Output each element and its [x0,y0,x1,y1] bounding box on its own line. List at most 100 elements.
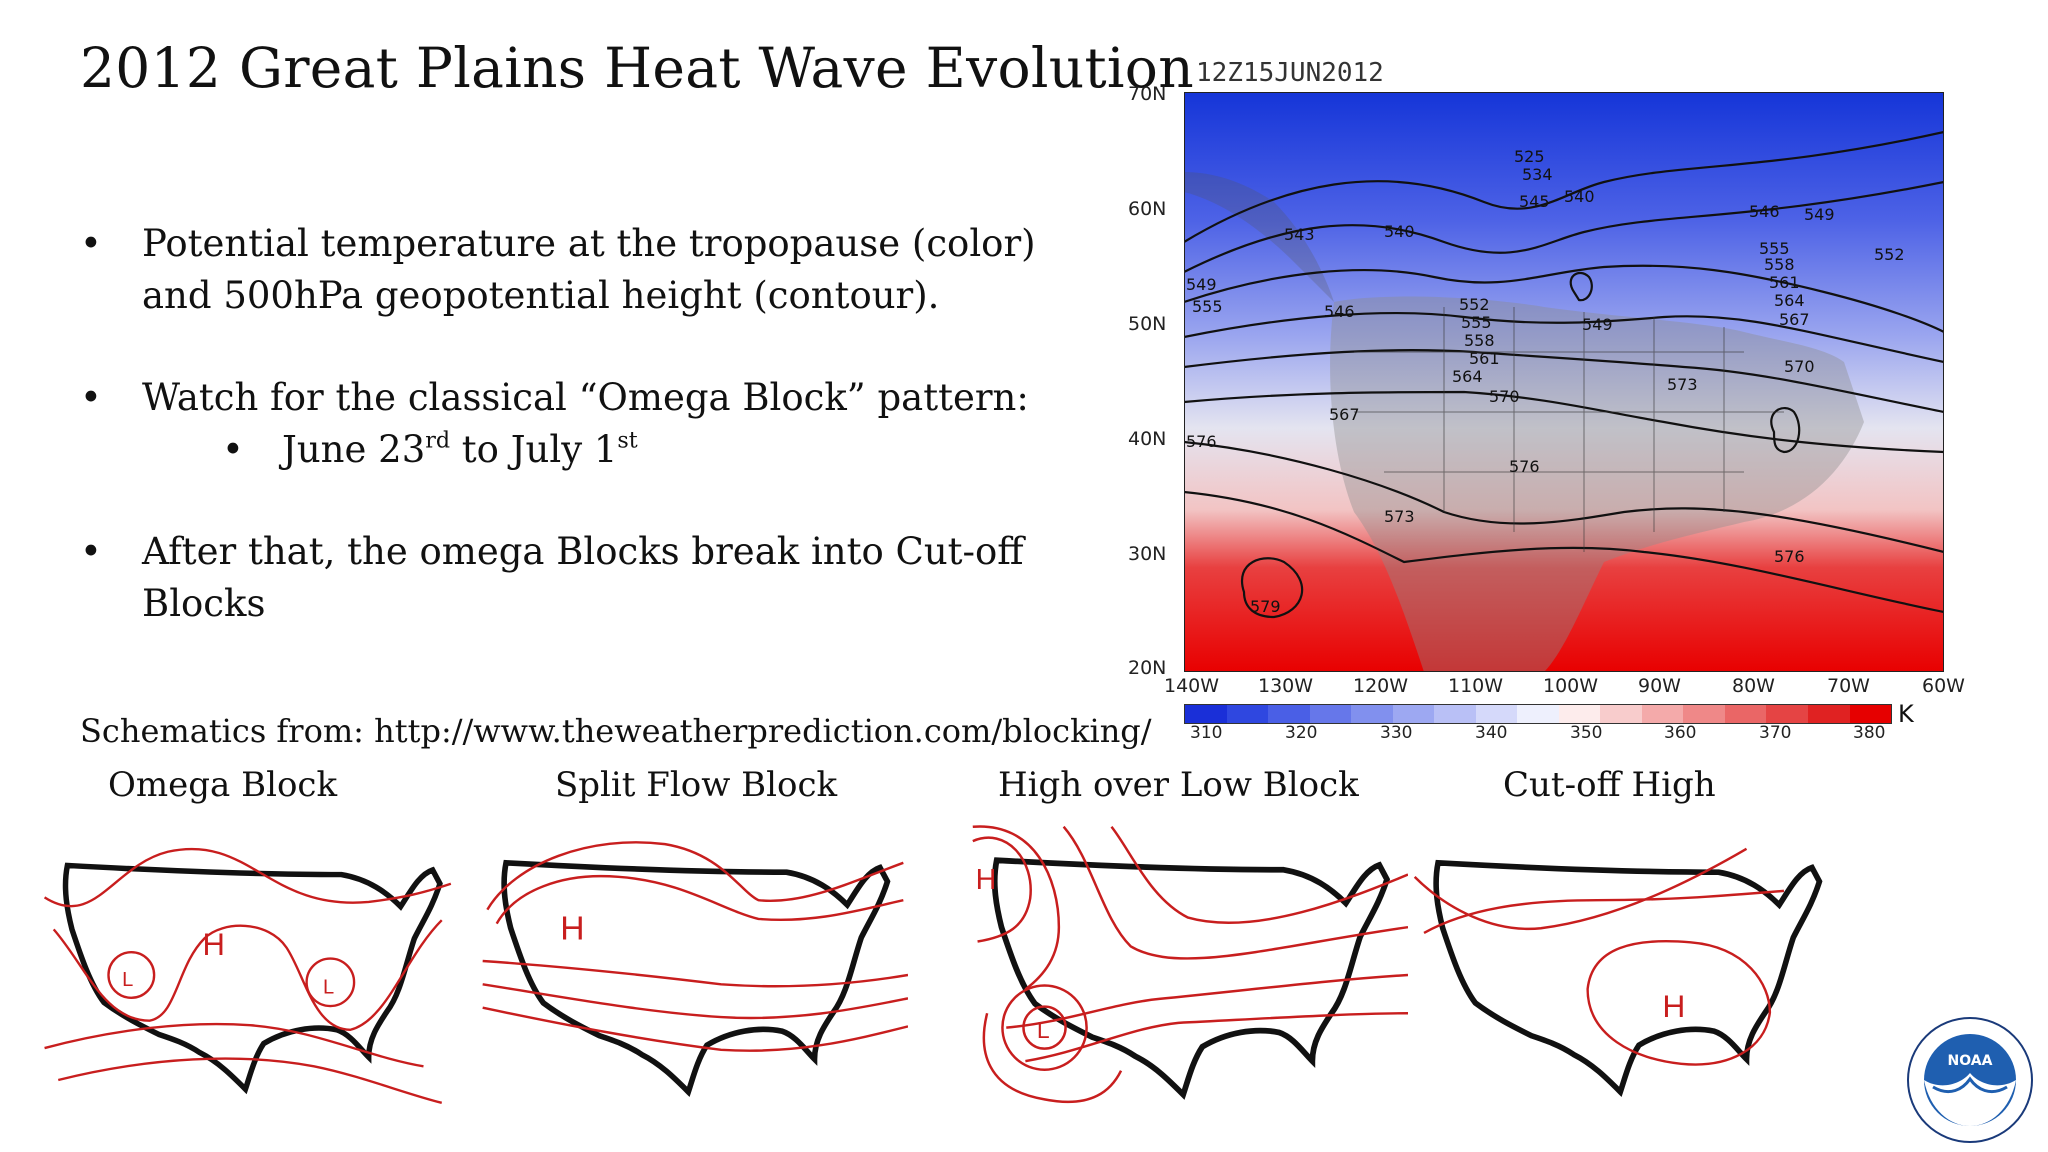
colorbar-label: 360 [1664,723,1697,743]
lat-label: 20N [1128,657,1167,679]
low-mark: L [1037,1017,1050,1043]
label-high-over-low-block: High over Low Block [998,765,1359,805]
bullet-omega-block: Watch for the classical “Omega Block” pa… [80,372,1060,476]
contour-label: 564 [1774,291,1805,310]
high-mark: H [1662,988,1685,1024]
date-start: June 23 [282,428,426,471]
lon-label: 70W [1827,675,1870,697]
contour-label: 552 [1459,295,1490,314]
colorbar-segment [1600,705,1642,723]
colorbar-label: 310 [1190,723,1223,743]
colorbar-segment [1641,705,1684,723]
contour-label: 545 [1519,192,1550,211]
contour-label: 534 [1522,165,1553,184]
lon-label: 90W [1638,675,1681,697]
slide-title: 2012 Great Plains Heat Wave Evolution [80,36,1194,100]
colorbar-segment [1309,705,1352,723]
contour-label: 546 [1749,202,1780,221]
lat-label: 70N [1128,83,1167,105]
contour-label: 540 [1564,187,1595,206]
schematics-source: Schematics from: http://www.theweatherpr… [80,712,1152,750]
lon-label: 80W [1732,675,1775,697]
noaa-logo-text: NOAA [1948,1053,1993,1069]
contour-label: 555 [1461,313,1492,332]
contour-label: 564 [1452,367,1483,386]
map-plot: 525 534 540 543 540 545 546 549 552 555 … [1184,92,1944,672]
low-mark: L [122,969,133,991]
lon-label: 100W [1543,675,1599,697]
colorbar-label: 340 [1475,723,1508,743]
colorbar-segment [1807,705,1850,723]
lon-label: 110W [1448,675,1504,697]
colorbar-label: 320 [1285,723,1318,743]
contour-label: 549 [1186,275,1217,294]
colorbar-segment [1434,705,1476,723]
map-timestamp: 12Z15JUN2012 [1196,58,1384,88]
contour-label: 552 [1874,245,1905,264]
lon-label: 140W [1164,675,1220,697]
omega-block-text: Watch for the classical “Omega Block” pa… [142,376,1029,419]
colorbar-segment [1849,705,1892,723]
contour-label: 570 [1489,387,1520,406]
contour-label: 570 [1784,357,1815,376]
bullet-list: Potential temperature at the tropopause … [80,218,1060,630]
colorbar-segment [1392,705,1435,723]
colorbar-segment [1185,705,1227,723]
colorbar-segment [1766,705,1808,723]
high-mark: H [203,927,225,962]
bullet-potential-temperature: Potential temperature at the tropopause … [80,218,1060,322]
colorbar-segment [1351,705,1393,723]
contour-label: 561 [1769,273,1800,292]
contour-label: 555 [1759,239,1790,258]
contour-label: 576 [1774,547,1805,566]
lat-label: 50N [1128,313,1167,335]
contour-label: 567 [1779,310,1810,329]
colorbar [1184,704,1892,724]
colorbar-segment [1724,705,1767,723]
schematic-split-flow-block: H [482,841,908,1135]
label-omega-block: Omega Block [108,765,338,805]
lon-label: 120W [1353,675,1409,697]
colorbar-label: 350 [1570,723,1603,743]
lat-label: 60N [1128,198,1167,220]
contour-label: 576 [1509,457,1540,476]
lat-label: 40N [1128,428,1167,450]
schematic-high-over-low-block: H L [972,825,1408,1104]
contour-label: 579 [1250,597,1281,616]
contour-label: 525 [1514,147,1545,166]
weather-map: 12Z15JUN2012 70N 60N 50N 40N 30N 20N [1120,50,1980,750]
contour-label: 561 [1469,349,1500,368]
contour-label: 549 [1582,315,1613,334]
colorbar-segment [1683,705,1725,723]
colorbar-segment [1226,705,1269,723]
contour-label: 555 [1192,297,1223,316]
lat-label: 30N [1128,543,1167,565]
contour-label: 576 [1186,432,1217,451]
contour-label: 558 [1464,331,1495,350]
lon-label: 60W [1922,675,1965,697]
high-mark: H [976,864,997,896]
contour-label: 540 [1384,222,1415,241]
lon-label: 130W [1258,675,1314,697]
noaa-logo: NOAA [1907,1017,2033,1143]
ordinal-st: st [617,427,638,454]
colorbar-segment [1558,705,1601,723]
contour-label: 546 [1324,302,1355,321]
low-mark: L [323,976,334,998]
contour-label: 549 [1804,205,1835,224]
colorbar-segment [1268,705,1310,723]
colorbar-segment [1475,705,1518,723]
label-cut-off-high: Cut-off High [1503,765,1716,805]
contour-label: 558 [1764,255,1795,274]
label-split-flow-block: Split Flow Block [555,765,838,805]
contour-label: 543 [1284,225,1315,244]
colorbar-label: 370 [1759,723,1792,743]
sub-bullet-dates: June 23rd to July 1st [142,424,1060,476]
colorbar-label: 330 [1380,723,1413,743]
schematic-cut-off-high: H [1413,847,1840,1135]
colorbar-label: 380 [1853,723,1886,743]
ordinal-rd: rd [425,427,451,454]
colorbar-segment [1517,705,1559,723]
schematic-omega-block: H L L [43,847,452,1104]
bullet-cutoff-blocks: After that, the omega Blocks break into … [80,526,1060,630]
